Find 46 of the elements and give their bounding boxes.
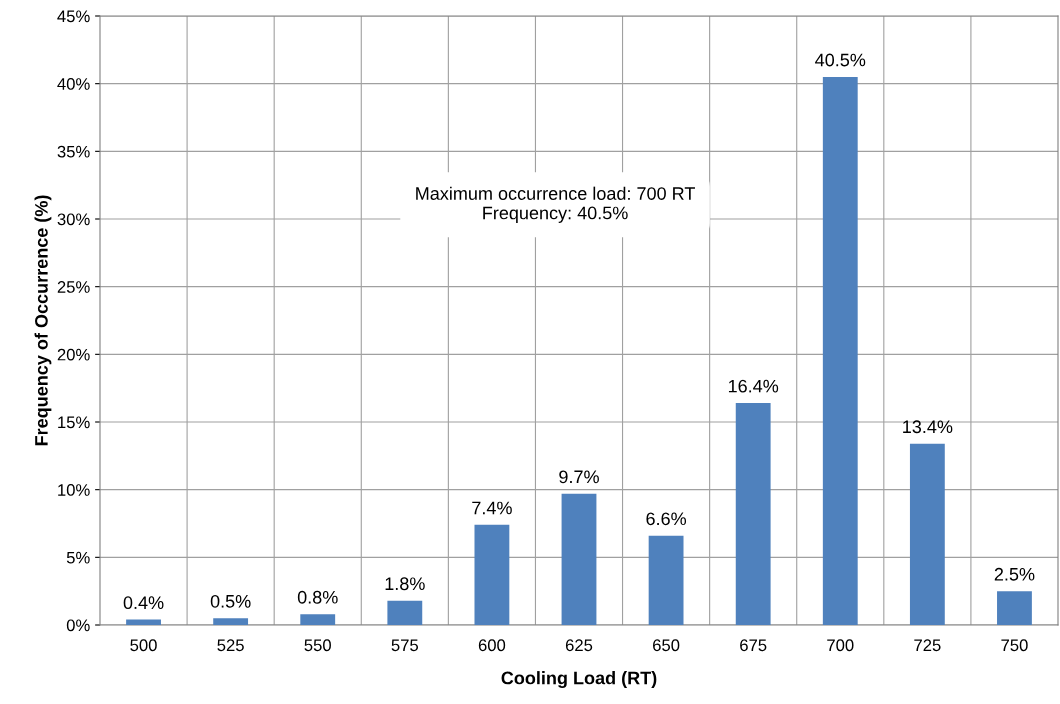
x-tick-label: 675 [740, 639, 767, 652]
bar [561, 493, 597, 625]
data-label: 0.5% [210, 594, 251, 608]
y-tick-label: 0% [66, 619, 90, 632]
x-tick-label: 500 [130, 639, 157, 652]
x-tick-label: 575 [391, 639, 419, 652]
bar [474, 524, 510, 625]
bar [822, 76, 858, 625]
data-label: 6.6% [646, 512, 687, 526]
bar [648, 535, 684, 625]
data-label: 16.4% [728, 379, 779, 393]
x-tick-label: 550 [304, 639, 331, 652]
x-axis-title: Cooling Load (RT) [501, 671, 657, 688]
x-tick-label: 600 [478, 639, 506, 652]
bar [909, 443, 945, 625]
data-label: 0.4% [123, 596, 164, 610]
data-label: 40.5% [815, 53, 866, 67]
x-tick-label: 700 [827, 639, 854, 652]
x-tick-label: 625 [565, 639, 593, 652]
bar [300, 614, 336, 625]
x-tick-label: 750 [1001, 639, 1028, 652]
bar [735, 403, 771, 625]
y-axis-title: Frequency of Occurrence (%) [34, 195, 52, 446]
x-tick-label: 525 [217, 639, 244, 652]
y-tick-label: 20% [57, 348, 90, 361]
bar [126, 619, 161, 625]
y-tick-label: 15% [58, 416, 90, 429]
y-tick-label: 30% [57, 213, 90, 226]
data-label: 1.8% [385, 577, 425, 591]
data-label: 13.4% [903, 420, 953, 434]
y-tick-label: 35% [57, 145, 90, 158]
bar [387, 600, 423, 625]
annotation: Maximum occurrence load: 700 RT Frequency: 40.5% [416, 186, 695, 223]
data-label: 9.7% [559, 470, 599, 484]
data-label: 7.4% [472, 501, 512, 515]
bar [997, 591, 1032, 625]
y-tick-label: 5% [66, 551, 90, 564]
x-tick-label: 725 [914, 639, 941, 652]
y-tick-label: 25% [57, 281, 90, 293]
y-tick-label: 40% [57, 78, 90, 90]
bar [213, 618, 249, 625]
y-tick-label: 10% [58, 484, 90, 496]
data-label: 2.5% [994, 567, 1035, 581]
data-label: 0.8% [297, 590, 338, 604]
x-tick-label: 650 [653, 639, 680, 652]
y-tick-label: 45% [57, 10, 90, 23]
